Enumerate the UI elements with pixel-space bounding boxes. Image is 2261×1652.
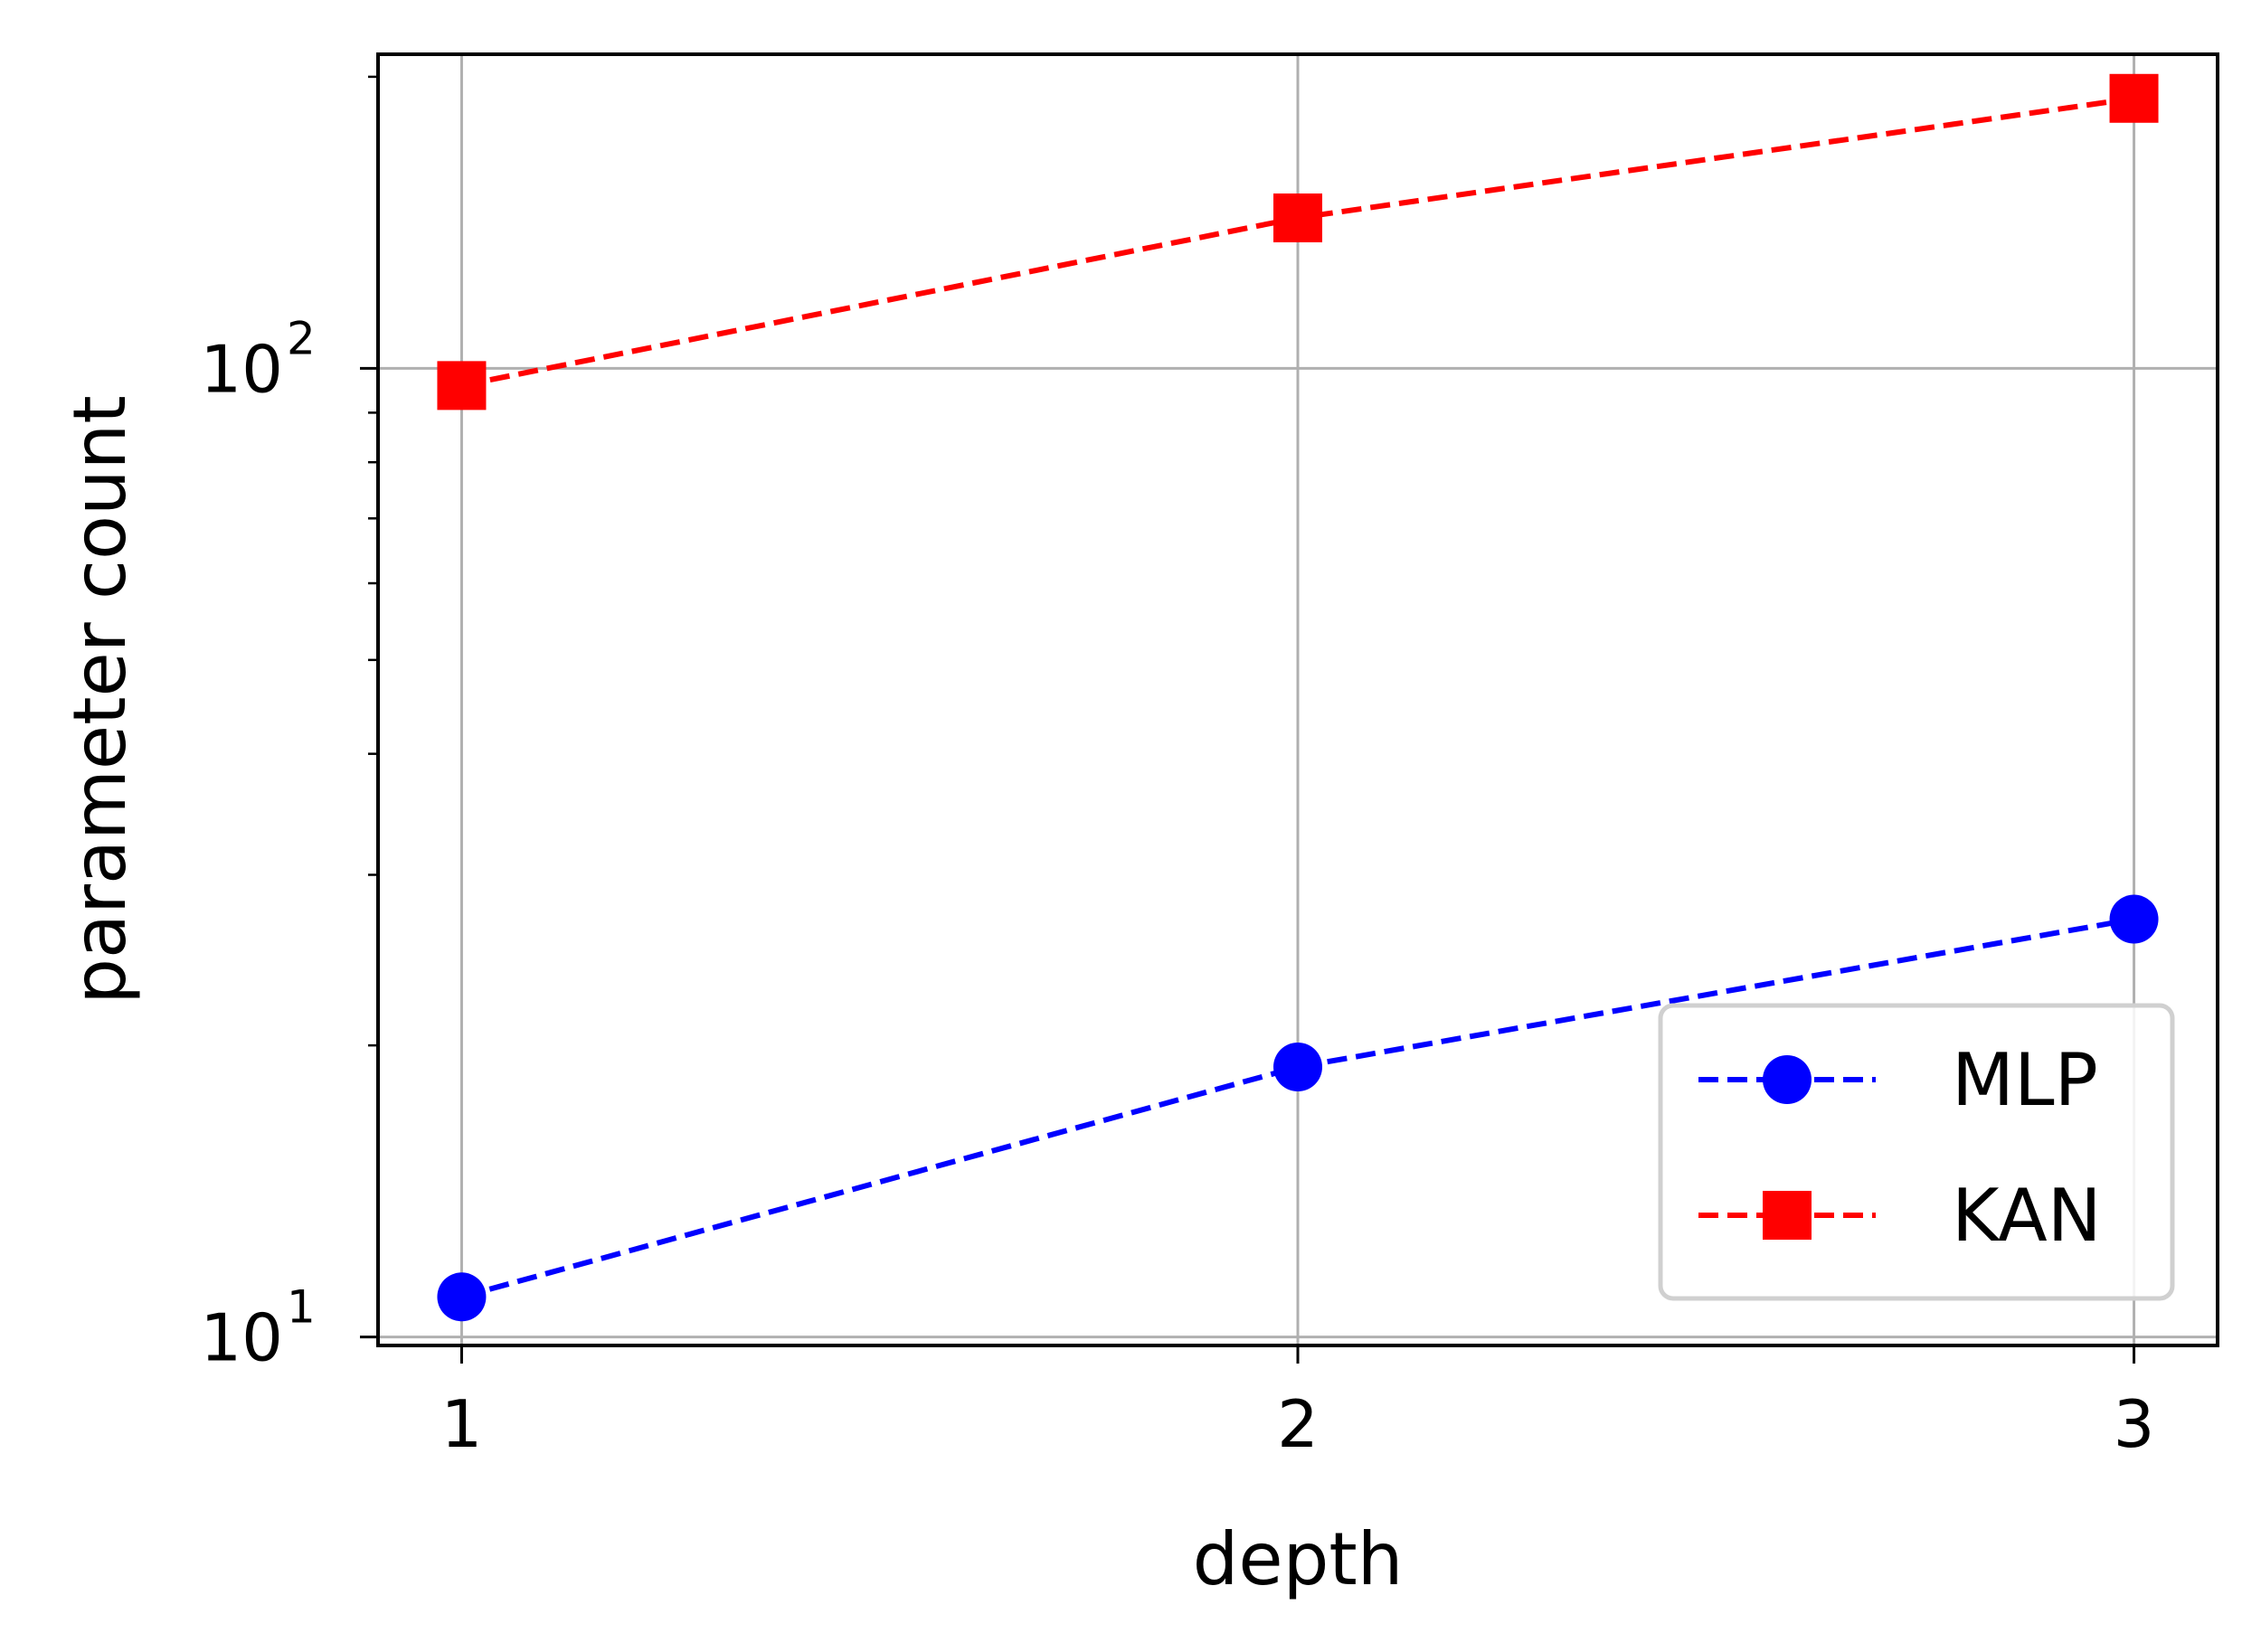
- y-tick-exponent: 1: [287, 1281, 316, 1334]
- y-tick-label: 10: [200, 331, 283, 407]
- data-point-kan: [437, 361, 487, 411]
- legend-marker-kan: [1763, 1191, 1812, 1240]
- x-tick-label: 2: [1277, 1386, 1319, 1462]
- data-point-mlp: [437, 1272, 487, 1322]
- x-tick-label: 1: [441, 1386, 483, 1462]
- series-line-mlp: [460, 916, 2135, 1300]
- y-axis-label: parameter count: [58, 395, 142, 1004]
- x-tick-label: 3: [2114, 1386, 2155, 1462]
- y-tick-exponent: 2: [287, 312, 316, 364]
- data-point-kan: [1273, 193, 1322, 242]
- x-axis-label: depth: [1193, 1517, 1404, 1601]
- data-point-kan: [2109, 73, 2159, 123]
- legend: MLP KAN: [1658, 1003, 2175, 1301]
- data-point-mlp: [2109, 894, 2159, 944]
- data-point-mlp: [1273, 1042, 1322, 1091]
- legend-label-kan: KAN: [1952, 1174, 2102, 1258]
- y-tick-label: 10: [200, 1300, 283, 1376]
- legend-marker-mlp: [1763, 1055, 1812, 1104]
- grid-lines: [378, 54, 2218, 1345]
- legend-label-mlp: MLP: [1952, 1038, 2098, 1122]
- data-series: [437, 73, 2159, 1322]
